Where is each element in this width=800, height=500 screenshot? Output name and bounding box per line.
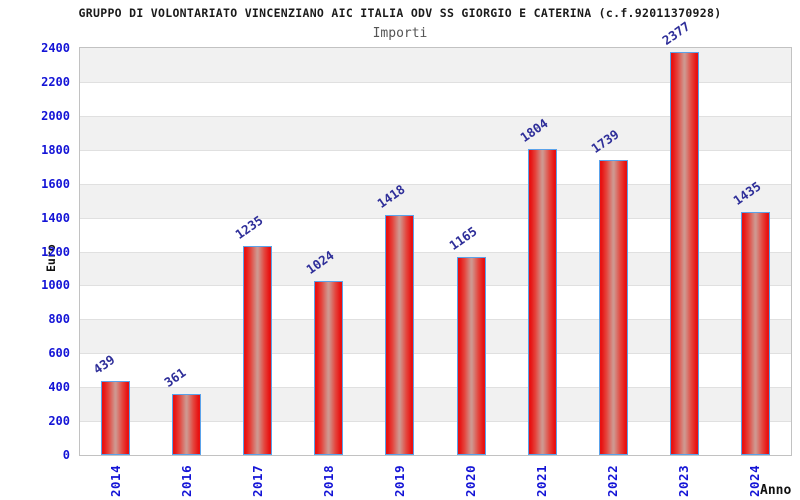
- x-tick-label: 2020: [463, 464, 478, 497]
- y-tick-label: 200: [48, 414, 70, 428]
- y-tick-label: 2200: [41, 75, 70, 89]
- gridline: [80, 218, 791, 219]
- y-tick-label: 800: [48, 312, 70, 326]
- bar: [528, 149, 557, 455]
- x-tick-label: 2023: [676, 464, 691, 497]
- chart-subtitle: Importi: [372, 26, 428, 41]
- x-tick-label: 2017: [250, 464, 265, 497]
- y-tick-label: 2000: [41, 109, 70, 123]
- gridline: [80, 82, 791, 83]
- gridline: [80, 150, 791, 151]
- bar: [670, 52, 699, 455]
- gridline: [80, 319, 791, 320]
- gridline: [80, 184, 791, 185]
- chart-title: GRUPPO DI VOLONTARIATO VINCENZIANO AIC I…: [78, 6, 722, 20]
- y-tick-label: 400: [48, 380, 70, 394]
- y-tick-label: 600: [48, 346, 70, 360]
- bar: [172, 394, 201, 455]
- bar: [385, 215, 414, 455]
- x-tick-label: 2014: [108, 464, 123, 497]
- bar: [599, 160, 628, 455]
- bar: [243, 246, 272, 455]
- x-axis-label: Anno: [760, 483, 792, 498]
- y-tick-label: 1200: [41, 245, 70, 259]
- gridline: [80, 252, 791, 253]
- gridline: [80, 421, 791, 422]
- y-tick-label: 1800: [41, 143, 70, 157]
- bar: [457, 257, 486, 455]
- plot-area: [79, 47, 792, 456]
- bar: [314, 281, 343, 455]
- bar-value-label: 2377: [659, 18, 693, 48]
- gridline: [80, 285, 791, 286]
- y-tick-label: 0: [62, 448, 70, 462]
- bar: [741, 212, 770, 455]
- gridline: [80, 353, 791, 354]
- y-tick-label: 1000: [41, 278, 70, 292]
- x-tick-label: 2022: [605, 464, 620, 497]
- x-tick-label: 2021: [534, 464, 549, 497]
- y-tick-label: 1400: [41, 211, 70, 225]
- x-tick-label: 2016: [179, 464, 194, 497]
- y-tick-label: 2400: [41, 41, 70, 55]
- gridline: [80, 116, 791, 117]
- y-tick-label: 1600: [41, 177, 70, 191]
- bar: [101, 381, 130, 455]
- x-tick-label: 2018: [321, 464, 336, 497]
- gridline: [80, 387, 791, 388]
- x-tick-label: 2019: [392, 464, 407, 497]
